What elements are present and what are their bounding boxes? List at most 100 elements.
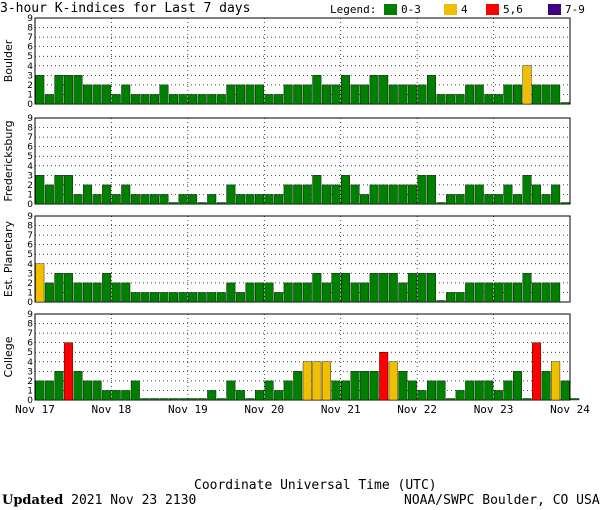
bar-boulder bbox=[111, 94, 121, 105]
bar-est-planetary bbox=[274, 292, 284, 303]
bar-boulder bbox=[398, 84, 408, 105]
bar-boulder bbox=[503, 84, 513, 105]
y-tick-label: 7 bbox=[27, 33, 33, 43]
bar-fredericksburg bbox=[140, 194, 150, 205]
y-tick-label: 7 bbox=[27, 133, 33, 143]
bar-est-planetary bbox=[331, 273, 341, 303]
bar-fredericksburg bbox=[532, 184, 542, 205]
bar-boulder bbox=[83, 84, 93, 105]
bar-fredericksburg bbox=[264, 194, 274, 205]
bar-est-planetary bbox=[159, 292, 169, 303]
bar-est-planetary bbox=[73, 282, 83, 303]
bar-est-planetary bbox=[83, 282, 93, 303]
bar-college bbox=[235, 390, 245, 401]
bar-est-planetary bbox=[446, 292, 456, 303]
bar-college bbox=[197, 398, 207, 401]
bar-college bbox=[436, 380, 446, 401]
panel-label-boulder: Boulder bbox=[2, 39, 15, 82]
bar-boulder bbox=[426, 75, 436, 105]
bar-est-planetary bbox=[321, 282, 331, 303]
bar-college bbox=[455, 390, 465, 401]
bar-college bbox=[283, 380, 293, 401]
bar-fredericksburg bbox=[130, 194, 140, 205]
bar-est-planetary bbox=[388, 273, 398, 303]
bar-boulder bbox=[255, 84, 264, 105]
bar-boulder bbox=[92, 84, 102, 105]
bar-college bbox=[83, 380, 93, 401]
bar-est-planetary bbox=[264, 282, 274, 303]
bar-boulder bbox=[465, 84, 475, 105]
bar-fredericksburg bbox=[312, 175, 322, 205]
bar-est-planetary bbox=[455, 292, 465, 303]
bar-college bbox=[63, 342, 73, 401]
bar-college bbox=[522, 398, 532, 401]
bar-boulder bbox=[436, 94, 446, 105]
bar-fredericksburg bbox=[551, 184, 561, 205]
bar-fredericksburg bbox=[92, 194, 102, 205]
bar-est-planetary bbox=[503, 282, 513, 303]
bar-college bbox=[140, 398, 150, 401]
y-tick-label: 3 bbox=[27, 269, 33, 279]
bar-college bbox=[149, 398, 159, 401]
y-tick-label: 2 bbox=[27, 377, 33, 387]
bar-fredericksburg bbox=[455, 194, 465, 205]
y-tick-label: 1 bbox=[27, 386, 33, 396]
bar-est-planetary bbox=[111, 282, 121, 303]
bar-college bbox=[44, 380, 54, 401]
bar-boulder bbox=[512, 84, 522, 105]
bar-college bbox=[350, 371, 360, 401]
bar-est-planetary bbox=[312, 273, 322, 303]
bar-est-planetary bbox=[426, 273, 436, 303]
bar-college bbox=[474, 380, 484, 401]
bar-est-planetary bbox=[216, 292, 226, 303]
bar-fredericksburg bbox=[216, 202, 226, 205]
bar-boulder bbox=[159, 84, 169, 105]
bar-est-planetary bbox=[407, 273, 417, 303]
legend-entry-0-3: 0-3 bbox=[401, 3, 421, 16]
bar-fredericksburg bbox=[503, 184, 513, 205]
y-tick-label: 4 bbox=[27, 358, 33, 368]
panel-label-college: College bbox=[2, 336, 15, 377]
bar-fredericksburg bbox=[102, 184, 112, 205]
bar-boulder bbox=[302, 84, 312, 105]
y-tick-label: 3 bbox=[27, 71, 33, 81]
bar-est-planetary bbox=[245, 282, 255, 303]
bar-college bbox=[293, 371, 303, 401]
bar-est-planetary bbox=[436, 300, 446, 303]
bar-boulder bbox=[341, 75, 350, 105]
bar-est-planetary bbox=[255, 282, 264, 303]
y-tick-label: 6 bbox=[27, 143, 33, 153]
x-axis-label: Coordinate Universal Time (UTC) bbox=[194, 478, 437, 493]
bar-fredericksburg bbox=[436, 202, 446, 205]
bar-boulder bbox=[274, 94, 284, 105]
bar-est-planetary bbox=[140, 292, 150, 303]
bar-fredericksburg bbox=[274, 194, 284, 205]
bar-fredericksburg bbox=[188, 194, 198, 205]
bar-fredericksburg bbox=[341, 175, 350, 205]
bar-college bbox=[207, 390, 217, 401]
y-tick-label: 4 bbox=[27, 260, 33, 270]
bar-boulder bbox=[407, 84, 417, 105]
bar-est-planetary bbox=[130, 292, 140, 303]
y-tick-label: 9 bbox=[27, 14, 33, 24]
y-tick-label: 6 bbox=[27, 339, 33, 349]
bar-college bbox=[388, 361, 398, 401]
bar-college bbox=[54, 371, 64, 401]
bar-college bbox=[369, 371, 379, 401]
y-tick-label: 2 bbox=[27, 181, 33, 191]
bar-fredericksburg bbox=[255, 194, 264, 205]
bar-college bbox=[312, 361, 322, 401]
bar-est-planetary bbox=[302, 282, 312, 303]
legend-entry-7-9: 7-9 bbox=[565, 3, 585, 16]
legend-swatch-0-3 bbox=[384, 4, 397, 15]
panel-frame-college bbox=[34, 313, 571, 401]
footer-credit: NOAA/SWPC Boulder, CO USA bbox=[404, 493, 600, 508]
y-tick-label: 8 bbox=[27, 124, 33, 134]
bar-college bbox=[169, 398, 179, 401]
bar-college bbox=[512, 371, 522, 401]
bar-est-planetary bbox=[398, 282, 408, 303]
panel-label-fredericksburg: Fredericksburg bbox=[2, 120, 15, 201]
y-tick-label: 5 bbox=[27, 250, 33, 260]
bar-fredericksburg bbox=[407, 184, 417, 205]
footer-updated: Updated 2021 Nov 23 2130 bbox=[2, 494, 196, 508]
